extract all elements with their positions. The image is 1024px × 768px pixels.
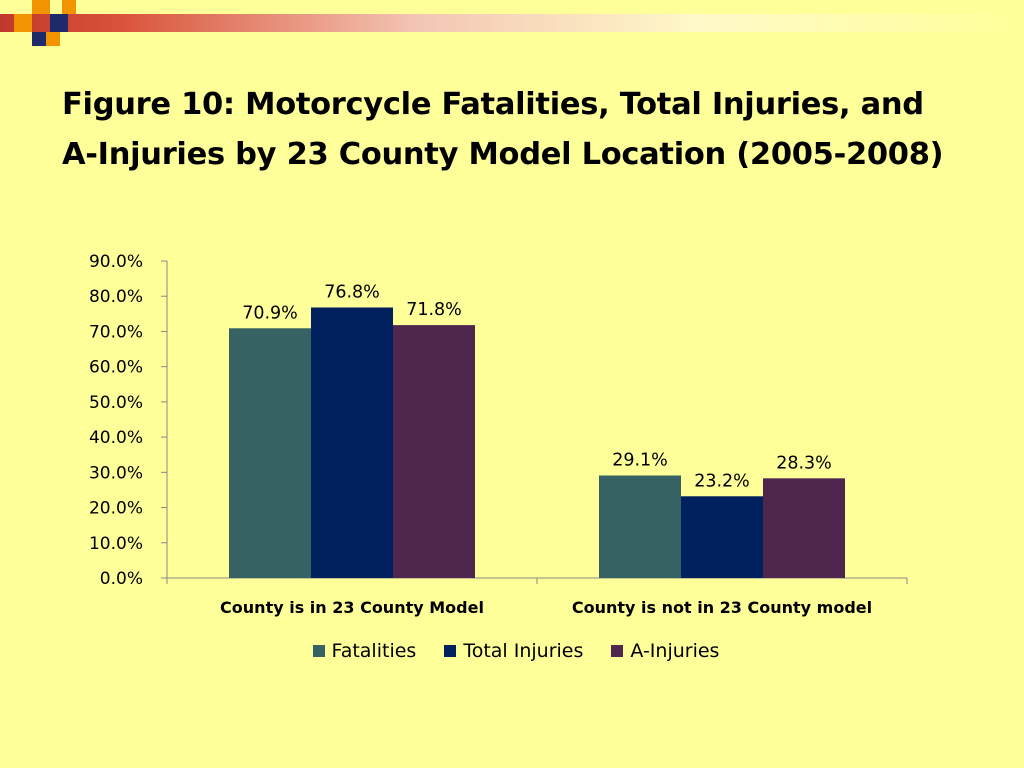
x-category-label: County is not in 23 County model: [572, 598, 872, 617]
chart-legend: Fatalities Total Injuries A-Injuries: [0, 640, 1024, 662]
bar: [763, 478, 845, 578]
y-tick-label: 60.0%: [89, 358, 143, 378]
bar: [393, 325, 475, 578]
y-tick-label: 40.0%: [89, 428, 143, 448]
decorative-square-orange: [14, 14, 32, 32]
title-line-1: Figure 10: Motorcycle Fatalities, Total …: [62, 87, 924, 122]
bar: [599, 475, 681, 578]
y-tick-label: 90.0%: [89, 252, 143, 272]
decorative-square-navy: [32, 32, 46, 46]
title-line-2: A-Injuries by 23 County Model Location (…: [62, 137, 944, 172]
y-tick-label: 20.0%: [89, 499, 143, 519]
y-tick-label: 70.0%: [89, 322, 143, 342]
data-label: 23.2%: [694, 471, 750, 491]
bar: [311, 307, 393, 578]
legend-swatch: [444, 645, 457, 657]
y-tick-label: 30.0%: [89, 463, 143, 483]
decorative-square-orange: [62, 0, 76, 14]
legend-label: A-Injuries: [630, 640, 720, 662]
data-label: 29.1%: [612, 451, 668, 471]
bar: [681, 496, 763, 578]
legend-item: Total Injuries: [444, 640, 583, 662]
decorative-square-navy: [50, 14, 68, 32]
decorative-square-orange: [32, 0, 50, 14]
y-tick-label: 0.0%: [100, 569, 143, 589]
x-category-label: County is in 23 County Model: [220, 598, 484, 617]
y-tick-label: 50.0%: [89, 393, 143, 413]
data-label: 28.3%: [776, 453, 832, 473]
legend-swatch: [312, 645, 325, 657]
page-title: Figure 10: Motorcycle Fatalities, Total …: [62, 80, 982, 180]
data-label: 71.8%: [406, 300, 462, 320]
legend-item: Fatalities: [312, 640, 417, 662]
legend-label: Fatalities: [331, 640, 417, 662]
y-tick-label: 80.0%: [89, 287, 143, 307]
bar: [229, 328, 311, 578]
data-label: 76.8%: [324, 282, 380, 302]
decorative-square-orange: [46, 32, 60, 46]
legend-swatch: [611, 645, 624, 657]
decorative-header-bar: [0, 14, 1024, 32]
data-label: 70.9%: [242, 303, 298, 323]
y-tick-label: 10.0%: [89, 534, 143, 554]
legend-item: A-Injuries: [611, 640, 719, 662]
legend-label: Total Injuries: [463, 640, 584, 662]
